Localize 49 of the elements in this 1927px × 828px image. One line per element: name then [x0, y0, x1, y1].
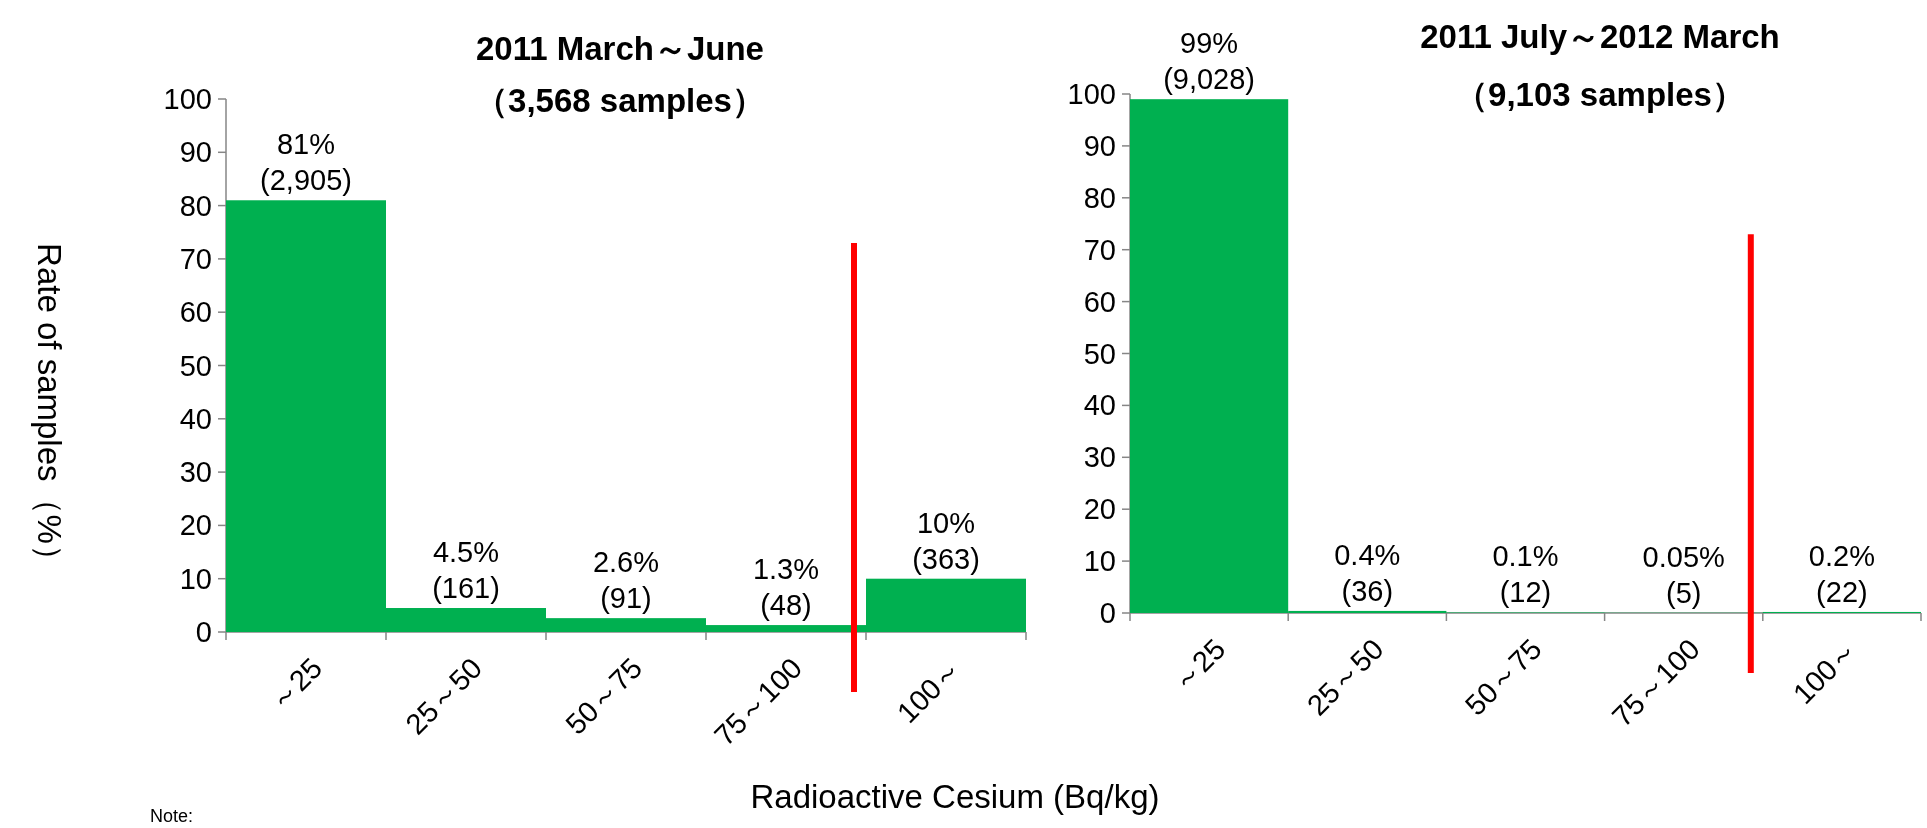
- x-tick-label: ～25: [1165, 632, 1232, 699]
- data-label: 2.6% (91): [592, 546, 660, 615]
- x-tick-label: 50～75: [559, 651, 649, 741]
- x-tick-label: 75～100: [708, 651, 809, 752]
- data-label: 10% (363): [912, 506, 980, 575]
- y-tick-label: 80: [179, 189, 212, 222]
- chart-title: 2011 July～2012 March: [1420, 18, 1780, 55]
- y-tick-label: 90: [1083, 129, 1116, 162]
- data-label: 99% (9,028): [1163, 27, 1256, 96]
- x-tick-label: 100～: [890, 651, 969, 729]
- y-tick-label: 20: [179, 509, 212, 542]
- text: Note:: [150, 806, 194, 826]
- y-tick-label: 40: [179, 402, 212, 435]
- y-tick-label: 0: [1099, 597, 1116, 629]
- chart-subtitle: （3,568 samples）: [475, 82, 765, 119]
- y-tick-label: 10: [179, 562, 212, 595]
- y-tick-label: 100: [163, 83, 212, 115]
- y-tick-label: 100: [1067, 78, 1116, 110]
- y-tick-label: 20: [1083, 493, 1116, 526]
- y-tick-label: 40: [1083, 389, 1116, 422]
- chart-title: 2011 March～June: [476, 30, 764, 67]
- data-label: 81% (2,905): [260, 128, 352, 197]
- y-tick-label: 70: [179, 242, 212, 275]
- x-tick-label: 50～75: [1458, 632, 1548, 722]
- x-tick-label: 75～100: [1605, 632, 1706, 733]
- data-label: 0.4% (36): [1334, 538, 1401, 607]
- y-tick-label: 10: [1083, 545, 1116, 578]
- x-tick-label: 25～50: [399, 651, 489, 741]
- chart-subtitle: （9,103 samples）: [1455, 76, 1745, 113]
- data-label: 0.2% (22): [1808, 539, 1875, 608]
- x-axis-title: Radioactive Cesium (Bq/kg): [750, 778, 1160, 815]
- y-tick-label: 0: [195, 616, 212, 648]
- data-label: 0.1% (12): [1492, 540, 1559, 609]
- y-tick-label: 60: [1083, 285, 1116, 318]
- y-tick-label: 50: [179, 349, 212, 382]
- x-tick-label: 100～: [1786, 632, 1865, 710]
- x-tick-label: ～25: [262, 651, 329, 718]
- data-label: 0.05% (5): [1642, 540, 1725, 609]
- y-tick-label: 30: [179, 456, 212, 489]
- data-label: 1.3% (48): [752, 553, 820, 622]
- y-tick-label: 30: [1083, 441, 1116, 474]
- y-tick-label: 90: [179, 136, 212, 169]
- y-axis-title: Rate of samples（%）: [31, 243, 68, 577]
- x-tick-label: 25～50: [1300, 632, 1390, 722]
- y-tick-label: 60: [179, 296, 212, 329]
- y-tick-label: 50: [1083, 337, 1116, 370]
- y-tick-label: 80: [1083, 181, 1116, 214]
- y-tick-label: 70: [1083, 233, 1116, 266]
- data-label: 4.5% (161): [432, 536, 500, 605]
